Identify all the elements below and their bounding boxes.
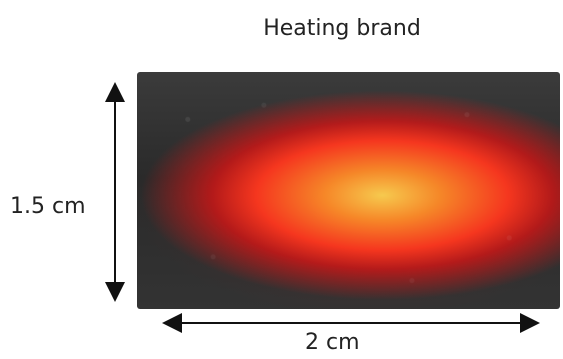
heating-element-photo [137,72,560,309]
figure-title: Heating brand [263,16,421,41]
width-label: 2 cm [305,330,360,355]
height-label: 1.5 cm [10,194,86,219]
